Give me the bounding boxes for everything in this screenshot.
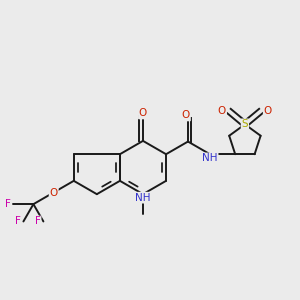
Text: O: O bbox=[182, 110, 190, 121]
Text: O: O bbox=[139, 109, 147, 118]
Text: O: O bbox=[218, 106, 226, 116]
Text: F: F bbox=[15, 217, 21, 226]
Text: O: O bbox=[264, 106, 272, 116]
Text: NH: NH bbox=[202, 153, 218, 164]
Text: F: F bbox=[35, 217, 41, 226]
Text: O: O bbox=[50, 188, 58, 198]
Text: F: F bbox=[5, 199, 10, 209]
Text: NH: NH bbox=[135, 193, 151, 203]
Text: S: S bbox=[242, 119, 248, 129]
